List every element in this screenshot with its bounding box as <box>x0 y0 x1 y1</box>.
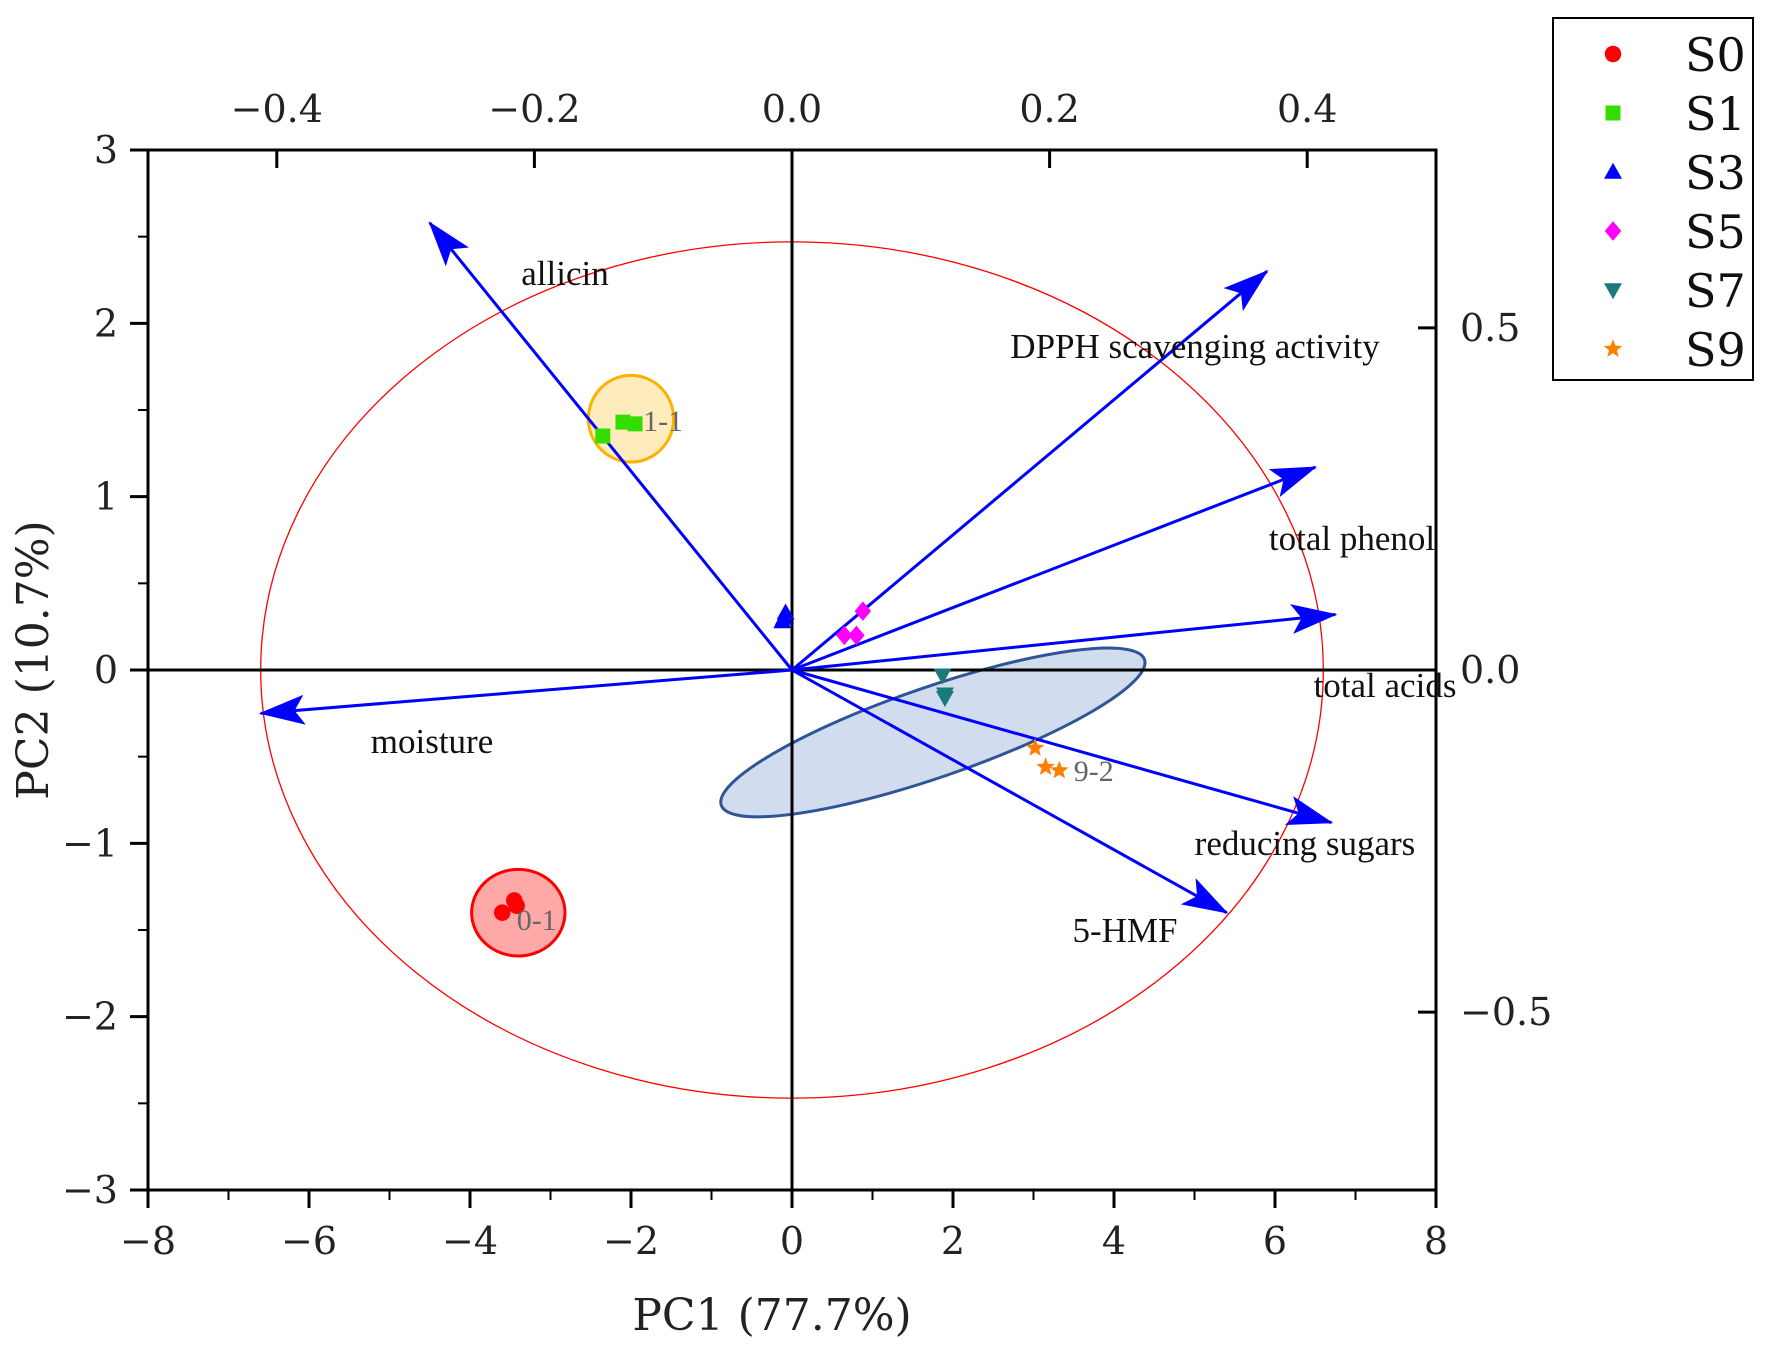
loading-vector-allicin <box>428 221 794 671</box>
y-tick-label: 1 <box>94 475 118 519</box>
legend-marker-S0 <box>1604 45 1622 63</box>
loading-label: reducing sugars <box>1195 824 1416 863</box>
data-point-S5 <box>836 625 853 646</box>
loading-label: allicin <box>521 254 608 293</box>
legend-marker-S1 <box>1605 105 1621 121</box>
x-tick-label: −2 <box>603 1219 659 1263</box>
top-tick-label: 0.2 <box>1019 87 1079 131</box>
loading-vector-DPPH-scavenging-activity <box>791 270 1269 672</box>
data-point-S9 <box>1036 757 1055 775</box>
data-point-S5 <box>848 625 865 646</box>
legend-box <box>1552 17 1754 381</box>
data-point-S1 <box>595 428 611 444</box>
loading-label: DPPH scavenging activity <box>1010 327 1380 366</box>
legend-label: S0 <box>1685 28 1746 82</box>
y-tick-label: 2 <box>94 301 118 345</box>
y-tick-label: −2 <box>62 995 118 1039</box>
right-tick-label: 0.0 <box>1460 648 1520 692</box>
x-tick-label: 6 <box>1263 1219 1287 1263</box>
loading-vector-total-acids <box>791 604 1338 672</box>
loadings-layer <box>258 221 1338 914</box>
legend-label: S3 <box>1685 146 1746 200</box>
data-point-S9 <box>1050 760 1069 779</box>
right-tick-label: −0.5 <box>1460 990 1552 1034</box>
x-tick-label: −8 <box>120 1219 176 1263</box>
data-point-S1 <box>615 414 631 430</box>
x-axis-title: PC1 (77.7%) <box>632 1290 911 1341</box>
point-annotation: 0-1 <box>517 904 557 937</box>
legend-marker-S3 <box>1604 162 1622 179</box>
data-point-S7 <box>935 690 954 708</box>
data-point-S1 <box>627 416 643 432</box>
loading-label: total phenol <box>1269 519 1435 558</box>
data-point-S5 <box>854 601 872 621</box>
data-point-S9 <box>1025 738 1045 756</box>
legend-label: S7 <box>1685 264 1746 318</box>
data-point-S0 <box>508 897 525 914</box>
y-tick-label: 3 <box>94 128 118 172</box>
top-tick-label: −0.2 <box>488 87 580 131</box>
group-ellipse-9-2 <box>719 646 1147 819</box>
y-axis-title: PC2 (10.7%) <box>8 520 59 799</box>
legend-label: S9 <box>1685 323 1746 377</box>
legend-label: S5 <box>1685 205 1746 259</box>
data-point-S3 <box>774 608 793 625</box>
loading-vector-total-phenol <box>791 465 1318 672</box>
loading-label: total acids <box>1314 666 1457 705</box>
y-tick-label: 0 <box>94 648 118 692</box>
loading-vector-moisture <box>258 668 793 725</box>
data-point-S0 <box>493 904 511 921</box>
x-tick-label: 8 <box>1424 1219 1448 1263</box>
top-tick-label: −0.4 <box>231 87 323 131</box>
loading-label: moisture <box>371 722 493 761</box>
x-tick-label: −4 <box>442 1219 498 1263</box>
x-tick-label: 2 <box>941 1219 965 1263</box>
loading-vector-reducing-sugars <box>791 668 1334 825</box>
point-annotation: 9-2 <box>1074 755 1114 788</box>
loading-vector-5-HMF <box>791 668 1229 914</box>
data-point-S7 <box>933 668 952 685</box>
points-layer <box>493 414 1069 921</box>
legend-marker-S7 <box>1604 283 1622 300</box>
y-tick-label: −3 <box>62 1168 118 1212</box>
x-tick-label: 4 <box>1102 1219 1126 1263</box>
x-tick-label: −6 <box>281 1219 337 1263</box>
y-tick-label: −1 <box>62 821 118 865</box>
point-annotation: 1-1 <box>643 405 683 438</box>
loading-label: 5-HMF <box>1072 911 1177 950</box>
top-tick-label: 0.0 <box>762 87 822 131</box>
legend-label: S1 <box>1685 87 1746 141</box>
labels-layer: allicin DPPH scavenging activity total phe… <box>371 254 1457 950</box>
legend-marker-S5 <box>1604 221 1622 241</box>
top-tick-label: 0.4 <box>1277 87 1337 131</box>
right-tick-label: 0.5 <box>1460 306 1520 350</box>
legend-marker-S9 <box>1603 339 1623 357</box>
x-tick-label: 0 <box>780 1219 804 1263</box>
